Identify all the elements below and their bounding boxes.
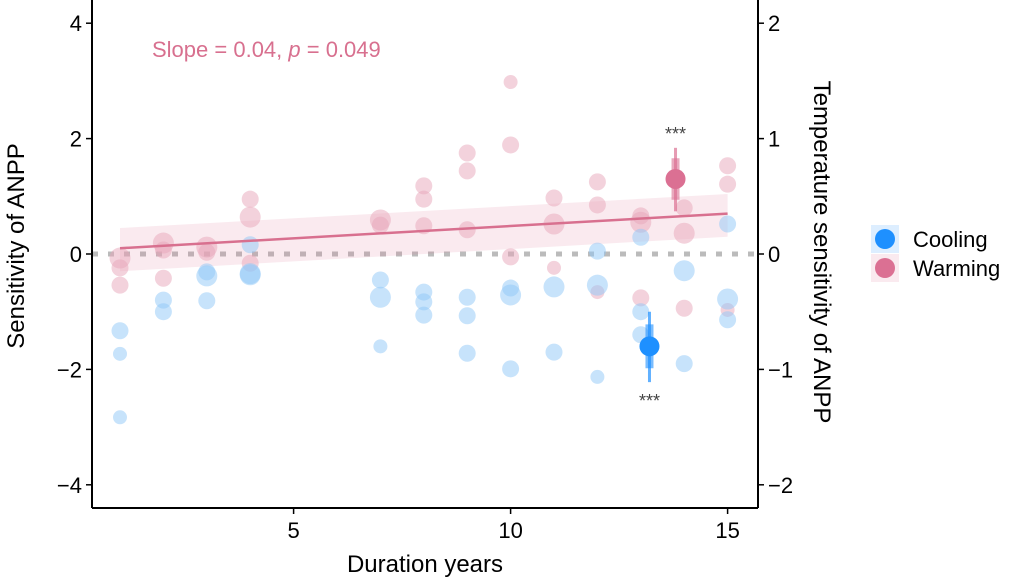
data-point-cooling — [545, 343, 563, 361]
data-point-cooling — [369, 286, 391, 308]
data-point-cooling — [500, 284, 522, 306]
data-point-cooling — [586, 274, 608, 296]
data-point-cooling — [373, 339, 388, 354]
data-point-cooling — [719, 215, 737, 233]
legend-key-cooling — [875, 229, 895, 249]
significance-label-warming: *** — [665, 124, 686, 144]
y-axis-label: Sensitivity of ANPP — [3, 143, 30, 348]
data-point-warming — [719, 157, 737, 175]
legend-label-cooling: Cooling — [913, 227, 988, 252]
data-point-warming — [545, 189, 563, 207]
data-point-warming — [415, 177, 433, 195]
data-point-cooling — [239, 263, 261, 285]
data-point-warming — [632, 289, 650, 307]
y-axis-right-label: Temperature sensitivity of ANPP — [808, 81, 835, 424]
data-point-cooling — [717, 288, 739, 310]
significance-label-cooling: *** — [639, 391, 660, 411]
summary-point-cooling — [639, 336, 660, 357]
data-point-cooling — [458, 288, 476, 306]
annotation-part: = 0.049 — [301, 37, 381, 62]
y-right-tick-label: 1 — [768, 127, 780, 152]
legend-label-warming: Warming — [913, 256, 1000, 281]
data-point-warming — [154, 269, 172, 287]
data-point-cooling — [458, 307, 476, 325]
data-point-warming — [588, 196, 606, 214]
y-tick-label: −4 — [57, 473, 82, 498]
data-point-warming — [458, 144, 476, 162]
summary-point-warming — [665, 168, 686, 189]
data-point-cooling — [196, 265, 218, 287]
y-right-tick-label: −2 — [768, 473, 793, 498]
data-point-cooling — [241, 236, 259, 254]
y-right-tick-label: 2 — [768, 11, 780, 36]
data-point-warming — [371, 216, 389, 234]
data-point-warming — [111, 276, 129, 294]
y-tick-label: −2 — [57, 357, 82, 382]
data-point-cooling — [113, 346, 127, 361]
data-point-cooling — [590, 369, 605, 384]
slope-annotation: Slope = 0.04, p = 0.049 — [152, 37, 381, 62]
y-tick-label: 2 — [70, 127, 82, 152]
data-point-cooling — [719, 311, 737, 329]
data-point-cooling — [673, 260, 695, 282]
x-axis-label: Duration years — [347, 551, 503, 578]
data-point-warming — [502, 136, 520, 154]
data-point-cooling — [675, 355, 693, 373]
y-tick-label: 4 — [70, 11, 82, 36]
data-point-warming — [675, 299, 693, 317]
data-point-warming — [547, 260, 561, 275]
data-point-cooling — [111, 322, 129, 340]
data-point-warming — [241, 190, 259, 208]
data-point-cooling — [415, 306, 433, 324]
x-tick-label: 5 — [287, 518, 299, 543]
data-point-cooling — [502, 360, 520, 378]
data-point-warming — [154, 241, 172, 259]
x-tick-label: 15 — [715, 518, 739, 543]
data-point-cooling — [632, 228, 650, 246]
data-point-warming — [198, 243, 216, 261]
data-point-cooling — [458, 344, 476, 362]
data-point-warming — [502, 248, 520, 266]
data-point-cooling — [154, 303, 172, 321]
data-point-warming — [415, 190, 433, 208]
y-right-tick-label: 0 — [768, 242, 780, 267]
data-point-cooling — [588, 242, 606, 260]
regression-line — [119, 212, 728, 250]
data-point-cooling — [415, 293, 433, 311]
data-point-warming — [239, 206, 261, 228]
annotation-part: p — [287, 37, 300, 62]
data-point-warming — [673, 222, 695, 244]
data-point-warming — [675, 199, 693, 217]
data-point-warming — [503, 75, 518, 90]
annotation-part: Slope = 0.04, — [152, 37, 288, 62]
data-point-cooling — [632, 303, 650, 321]
data-point-warming — [111, 259, 129, 277]
x-tick-label: 10 — [498, 518, 522, 543]
data-point-cooling — [198, 292, 216, 310]
data-point-cooling — [543, 276, 565, 298]
y-right-tick-label: −1 — [768, 357, 793, 382]
data-point-warming — [588, 173, 606, 191]
data-point-cooling — [371, 271, 389, 289]
data-point-cooling — [113, 410, 127, 425]
legend-key-warming — [875, 258, 895, 278]
data-point-warming — [458, 162, 476, 180]
y-tick-label: 0 — [70, 242, 82, 267]
data-point-warming — [719, 175, 737, 193]
data-point-warming — [458, 221, 476, 239]
